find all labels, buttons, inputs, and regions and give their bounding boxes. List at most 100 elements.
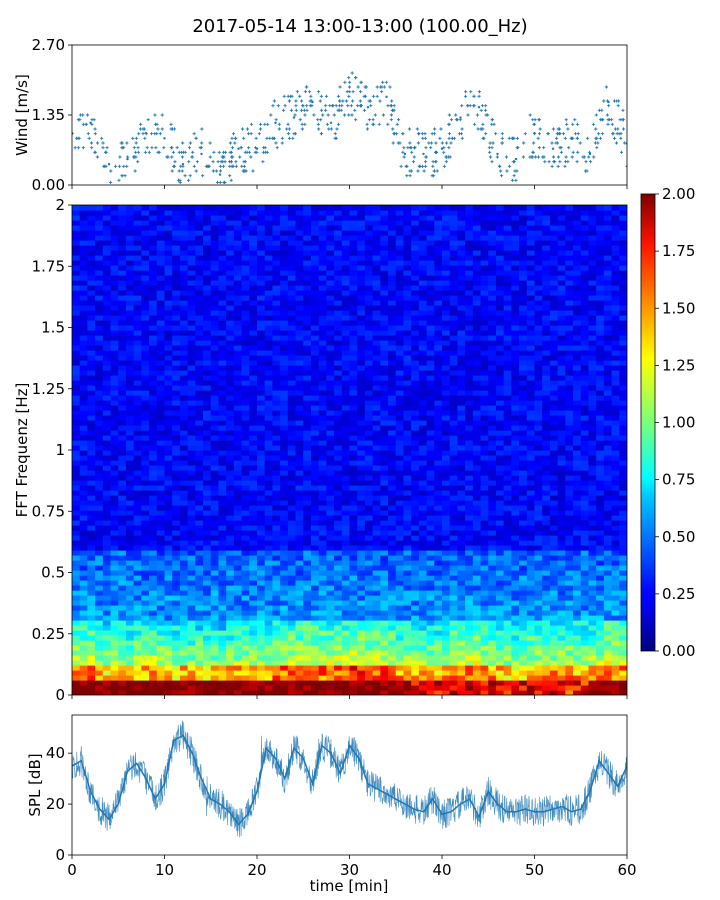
spectrogram-cell (156, 485, 166, 491)
spectrogram-cell (303, 450, 312, 456)
spectrogram-cell (164, 495, 173, 501)
spectrogram-cell (164, 455, 173, 461)
spectrogram-cell (257, 435, 266, 441)
spectrogram-cell (87, 690, 96, 695)
spectrogram-cell (403, 625, 412, 631)
spectrogram-cell (303, 365, 312, 371)
spectrogram-cell (226, 660, 235, 666)
spectrogram-cell (310, 245, 320, 251)
spectrogram-cell (195, 515, 204, 521)
spectrogram-cell (364, 405, 374, 411)
spectrogram-cell (372, 220, 381, 226)
wind-sample-marker (600, 108, 604, 112)
spectrogram-cell (210, 385, 220, 391)
spectrogram-cell (179, 475, 189, 481)
spectrogram-cell (310, 375, 320, 381)
spectrogram-cell (118, 635, 127, 641)
spectrogram-cell (357, 265, 366, 271)
spectrogram-cell (318, 210, 327, 216)
wind-data-point (163, 137, 166, 140)
spectrogram-cell (118, 260, 127, 266)
spectrogram-cell (179, 260, 189, 266)
spectrogram-cell (395, 420, 405, 426)
spectrogram-cell (87, 240, 96, 246)
wind-sample-marker (576, 132, 580, 136)
spectrogram-cell (79, 405, 89, 411)
spectrogram-cell (172, 495, 181, 501)
wind-sample-marker (187, 146, 192, 150)
spectrogram-cell (125, 650, 135, 656)
spectrogram-cell (172, 340, 181, 346)
spectrogram-cell (87, 225, 96, 231)
spectrogram-cell (125, 560, 135, 566)
spectrogram-cell (102, 420, 112, 426)
spectrogram-cell (326, 600, 335, 606)
spectrogram-cell (349, 250, 358, 256)
spectrogram-cell (388, 370, 397, 376)
spectrogram-cell (195, 615, 204, 621)
wind-sample-marker (286, 122, 290, 126)
spectrogram-cell (133, 440, 142, 446)
spectrogram-cell (372, 330, 381, 336)
spectrogram-cell (272, 330, 281, 336)
spectrogram-cell (272, 525, 281, 531)
spectrogram-cell (372, 230, 381, 236)
spectrogram-cell (95, 420, 104, 426)
spectrogram-cell (318, 630, 327, 636)
spectrogram-cell (218, 520, 227, 526)
spectrogram-cell (110, 630, 119, 636)
spectrogram-cell (357, 375, 366, 381)
spectrogram-cell (264, 560, 274, 566)
spectrogram-cell (195, 530, 204, 536)
spectrogram-cell (110, 260, 119, 266)
spectrogram-cell (395, 380, 405, 386)
spectrogram-cell (272, 250, 281, 256)
spectrogram-cell (318, 325, 327, 331)
spectrogram-cell (287, 250, 297, 256)
spectrogram-cell (141, 655, 150, 661)
spectrogram-cell (357, 570, 366, 576)
spectrogram-cell (218, 230, 227, 236)
spectrogram-cell (210, 635, 220, 641)
spectrogram-cell (295, 515, 304, 521)
spectrogram-cell (372, 205, 381, 211)
spectrogram-cell (156, 255, 166, 261)
wind-sample-marker (401, 150, 405, 154)
spectrogram-cell (172, 245, 181, 251)
spectrogram-cell (264, 450, 274, 456)
spectrogram-cell (364, 630, 374, 636)
spectrogram-cell (125, 420, 135, 426)
spectrogram-cell (210, 365, 220, 371)
spectrogram-cell (203, 515, 212, 521)
spectrogram-cell (403, 655, 412, 661)
spectrogram-cell (149, 315, 158, 321)
spectrogram-cell (203, 415, 212, 421)
spectrogram-cell (380, 225, 389, 231)
spectrogram-cell (364, 400, 374, 406)
spectrogram-cell (326, 525, 335, 531)
wind-sample-marker (298, 118, 302, 122)
spectrogram-cell (203, 300, 212, 306)
spectrogram-cell (257, 620, 266, 626)
spectrogram-cell (87, 500, 96, 506)
spectrogram-cell (295, 660, 304, 666)
spectrogram-cell (257, 525, 266, 531)
spectrogram-cell (164, 385, 173, 391)
spectrogram-cell (87, 320, 96, 326)
spectrogram-cell (218, 530, 227, 536)
spectrogram-cell (334, 405, 343, 411)
spectrogram-cell (372, 610, 381, 616)
spectrogram-cell (280, 450, 289, 456)
wind-sample-marker (402, 155, 406, 159)
spectrogram-cell (141, 620, 150, 626)
spectrogram-cell (118, 375, 127, 381)
spectrogram-cell (388, 595, 397, 601)
spectrogram-cell (125, 330, 135, 336)
spectrogram-cell (195, 580, 204, 586)
spectrogram-cell (318, 585, 327, 591)
spectrogram-cell (372, 355, 381, 361)
spectrogram-cell (187, 235, 196, 241)
spectrogram-cell (95, 455, 104, 461)
spectrogram-cell (187, 490, 196, 496)
spectrogram-cell (341, 535, 351, 541)
